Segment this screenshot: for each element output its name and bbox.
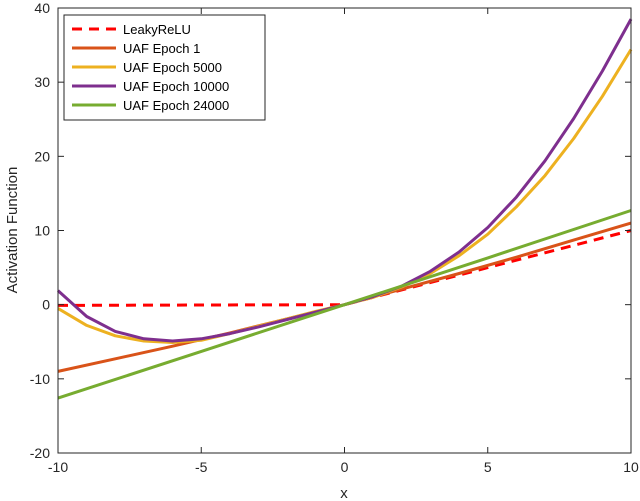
y-axis-label: Activation Function [4, 167, 21, 294]
legend-entry-2: UAF Epoch 5000 [123, 60, 222, 75]
legend: LeakyReLU UAF Epoch 1 UAF Epoch 5000 UAF Ep… [63, 14, 266, 121]
legend-entry-0: LeakyReLU [123, 22, 191, 37]
legend-entry-3: UAF Epoch 10000 [123, 79, 229, 94]
series-line-4 [57, 209, 632, 400]
y-tick-label-0: -20 [30, 445, 50, 461]
x-tick-label-0: -10 [48, 459, 68, 475]
y-tick-label-6: 40 [34, 0, 50, 16]
x-tick-label-3: 5 [484, 459, 492, 475]
y-tick-label-1: -10 [30, 371, 50, 387]
legend-entry-4: UAF Epoch 24000 [123, 98, 229, 113]
legend-entry-1: UAF Epoch 1 [123, 41, 200, 56]
series-line-0 [57, 229, 632, 307]
y-tick-label-2: 0 [42, 297, 50, 313]
y-tick-label-4: 20 [34, 148, 50, 164]
x-tick-label-2: 0 [341, 459, 349, 475]
y-tick-label-5: 30 [34, 74, 50, 90]
x-axis-label: x [340, 485, 348, 501]
series-layer [56, 18, 633, 400]
x-tick-label-4: 10 [623, 459, 639, 475]
y-tick-label-3: 10 [34, 223, 50, 239]
x-tick-label-1: -5 [195, 459, 208, 475]
